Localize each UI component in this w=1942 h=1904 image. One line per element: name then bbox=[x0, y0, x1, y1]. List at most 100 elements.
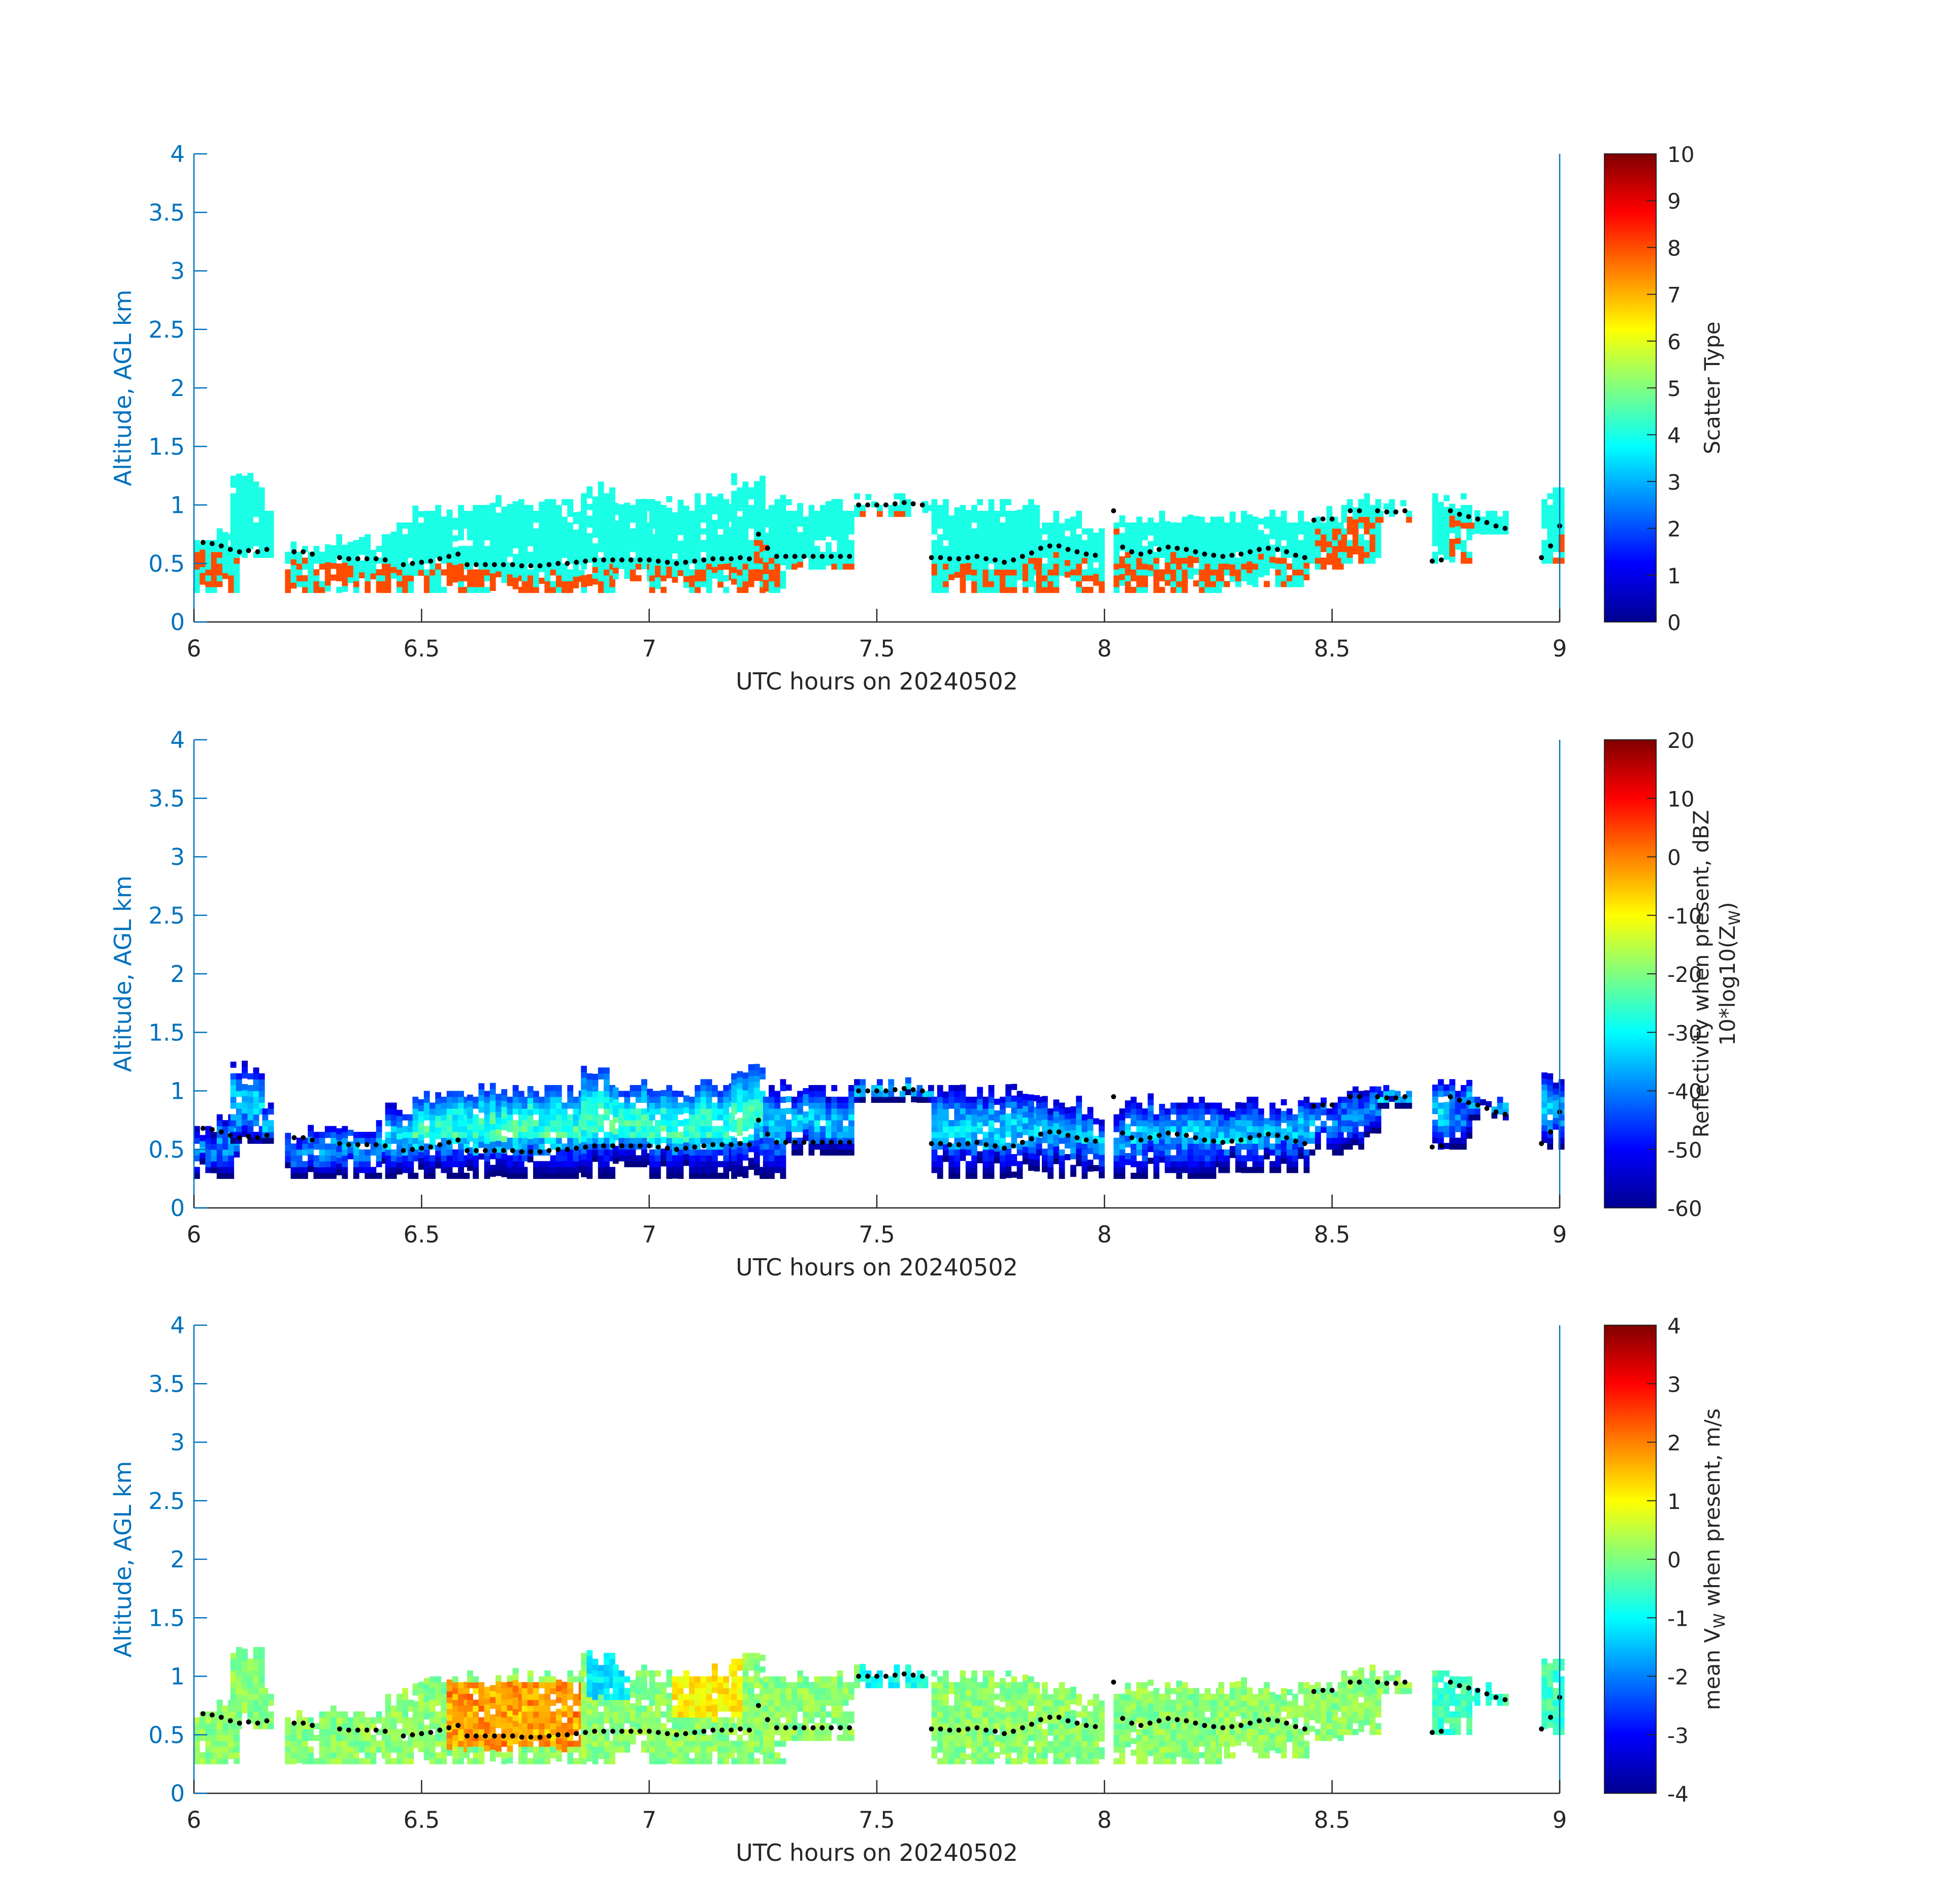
heatmap-cell bbox=[242, 522, 248, 529]
heatmap-cell bbox=[533, 586, 539, 593]
heatmap-cell bbox=[928, 1091, 934, 1097]
cloud-base-dot bbox=[1002, 560, 1007, 565]
heatmap-cell bbox=[785, 546, 792, 552]
heatmap-cell bbox=[742, 481, 749, 488]
cloud-base-dot bbox=[546, 562, 552, 568]
heatmap-cell bbox=[706, 1172, 712, 1179]
heatmap-cell bbox=[1235, 1143, 1241, 1150]
heatmap-cell bbox=[1011, 1130, 1017, 1137]
heatmap-cell bbox=[1432, 540, 1438, 546]
heatmap-cell bbox=[814, 551, 820, 558]
heatmap-cell bbox=[1553, 528, 1559, 535]
heatmap-cell bbox=[441, 546, 447, 552]
heatmap-cell bbox=[236, 1132, 242, 1138]
heatmap-cell bbox=[512, 530, 519, 537]
heatmap-cell bbox=[1000, 1102, 1006, 1109]
heatmap-cell bbox=[1443, 542, 1450, 548]
colorbar-tick-label: 4 bbox=[1667, 423, 1681, 448]
heatmap-cell bbox=[478, 1118, 485, 1125]
heatmap-cell bbox=[1449, 556, 1456, 563]
heatmap-cell bbox=[1229, 523, 1236, 530]
heatmap-cell bbox=[988, 511, 995, 517]
heatmap-cell bbox=[763, 515, 769, 521]
heatmap-cell bbox=[742, 522, 749, 529]
heatmap-cell bbox=[518, 505, 524, 511]
heatmap-cell bbox=[1193, 1167, 1199, 1173]
heatmap-cell bbox=[837, 534, 843, 541]
heatmap-cell bbox=[234, 569, 240, 576]
heatmap-cell bbox=[353, 1161, 359, 1167]
heatmap-cell bbox=[430, 546, 436, 552]
heatmap-cell bbox=[253, 493, 259, 500]
heatmap-cell bbox=[539, 577, 545, 584]
heatmap-cell bbox=[1292, 534, 1298, 541]
heatmap-cell bbox=[1210, 563, 1216, 570]
heatmap-cell bbox=[780, 518, 786, 524]
heatmap-cell bbox=[435, 1104, 441, 1110]
heatmap-cell bbox=[780, 571, 786, 577]
heatmap-cell bbox=[1170, 1161, 1177, 1167]
heatmap-cell bbox=[1287, 1126, 1293, 1132]
heatmap-cell bbox=[412, 1120, 419, 1127]
heatmap-cell bbox=[1204, 1143, 1211, 1150]
heatmap-cell bbox=[258, 1085, 265, 1092]
heatmap-cell bbox=[971, 1114, 977, 1121]
heatmap-cell bbox=[1199, 1149, 1205, 1156]
heatmap-cell bbox=[521, 1149, 528, 1156]
heatmap-cell bbox=[837, 528, 843, 535]
heatmap-cell bbox=[677, 1132, 684, 1138]
heatmap-cell bbox=[1113, 551, 1120, 558]
heatmap-cell bbox=[803, 528, 809, 535]
heatmap-cell bbox=[1005, 1101, 1012, 1108]
heatmap-cell bbox=[1125, 1159, 1131, 1165]
heatmap-cell bbox=[518, 516, 524, 523]
heatmap-cell bbox=[712, 496, 718, 503]
heatmap-cell bbox=[501, 518, 508, 524]
heatmap-cell bbox=[521, 511, 528, 517]
heatmap-cell bbox=[247, 1120, 254, 1127]
heatmap-cell bbox=[988, 1120, 995, 1127]
heatmap-cell bbox=[539, 1108, 545, 1115]
heatmap-cell bbox=[612, 1105, 619, 1111]
heatmap-cell bbox=[527, 551, 534, 558]
heatmap-cell bbox=[1269, 1114, 1276, 1121]
heatmap-cell bbox=[717, 552, 723, 559]
heatmap-cell bbox=[1303, 533, 1310, 540]
heatmap-cell bbox=[780, 582, 786, 589]
y-tick-label: 3.5 bbox=[148, 199, 185, 226]
heatmap-cell bbox=[1153, 557, 1160, 564]
heatmap-cell bbox=[1229, 1128, 1236, 1135]
cloud-base-dot bbox=[1120, 544, 1126, 550]
heatmap-cell bbox=[359, 1167, 365, 1173]
heatmap-cell bbox=[1081, 1126, 1088, 1132]
heatmap-cell bbox=[319, 563, 325, 570]
heatmap-cell bbox=[931, 1114, 938, 1121]
heatmap-cell bbox=[1292, 1132, 1298, 1138]
heatmap-cell bbox=[994, 540, 1000, 546]
heatmap-cell bbox=[965, 551, 972, 557]
heatmap-cell bbox=[943, 1138, 949, 1144]
heatmap-cell bbox=[1375, 546, 1381, 552]
heatmap-cell bbox=[731, 508, 737, 515]
heatmap-cell bbox=[717, 564, 723, 570]
heatmap-cell bbox=[567, 1172, 574, 1179]
heatmap-cell bbox=[1547, 528, 1554, 535]
heatmap-cell bbox=[430, 1167, 436, 1173]
heatmap-cell bbox=[1541, 516, 1548, 523]
heatmap-cell bbox=[808, 1091, 815, 1097]
heatmap-cell bbox=[960, 575, 966, 581]
heatmap-cell bbox=[780, 506, 786, 513]
heatmap-cell bbox=[894, 1097, 900, 1103]
heatmap-cell bbox=[313, 586, 320, 593]
heatmap-cell bbox=[1076, 522, 1082, 529]
heatmap-cell bbox=[948, 533, 954, 539]
heatmap-cell bbox=[1136, 1143, 1142, 1150]
heatmap-cell bbox=[1287, 1155, 1293, 1162]
heatmap-cell bbox=[769, 1114, 775, 1121]
heatmap-cell bbox=[672, 512, 678, 518]
heatmap-cell bbox=[567, 1120, 574, 1127]
heatmap-cell bbox=[1153, 575, 1160, 581]
heatmap-cell bbox=[1036, 1143, 1042, 1150]
heatmap-cell bbox=[931, 511, 938, 517]
heatmap-cell bbox=[397, 1127, 403, 1134]
